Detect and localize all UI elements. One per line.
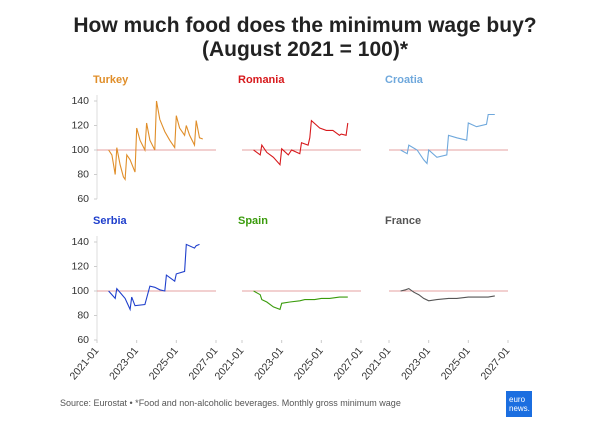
- series-line: [108, 100, 203, 182]
- x-tick-label: 2025-01: [292, 345, 326, 382]
- y-tick-label: 60: [77, 334, 89, 346]
- x-tick-label: 2023-01: [399, 345, 433, 382]
- y-tick-label: 60: [77, 193, 89, 205]
- panel-title: Serbia: [93, 215, 128, 227]
- x-tick-label: 2027-01: [478, 345, 512, 382]
- y-tick-label: 80: [77, 168, 89, 180]
- x-tick-label: 2025-01: [147, 345, 181, 382]
- series-line: [253, 290, 348, 311]
- y-tick-label: 140: [71, 236, 89, 248]
- x-tick-label: 2021-01: [359, 345, 393, 382]
- x-tick-label: 2027-01: [331, 345, 365, 382]
- panel-title: Spain: [238, 215, 268, 227]
- y-tick-label: 120: [71, 260, 89, 272]
- logo: euro news.: [506, 391, 532, 417]
- series-line: [108, 243, 200, 312]
- y-tick-label: 140: [71, 95, 89, 107]
- y-tick-label: 120: [71, 119, 89, 131]
- x-tick-label: 2023-01: [107, 345, 141, 382]
- panel-title: Romania: [238, 74, 285, 86]
- logo-text: news.: [509, 404, 530, 413]
- x-tick-label: 2025-01: [439, 345, 473, 382]
- y-tick-label: 100: [71, 285, 89, 297]
- x-tick-label: 2023-01: [252, 345, 286, 382]
- series-line: [400, 287, 495, 302]
- logo-text: euro: [509, 395, 526, 404]
- panel-title: Turkey: [93, 74, 129, 86]
- chart-title: How much food does the minimum wage buy?…: [73, 14, 537, 61]
- y-tick-label: 100: [71, 144, 89, 156]
- panel-title: Croatia: [385, 74, 424, 86]
- series-line: [253, 119, 349, 166]
- series-line: [400, 113, 495, 165]
- source-note: Source: Eurostat • *Food and non-alcohol…: [60, 398, 401, 408]
- panel-title: France: [385, 215, 421, 227]
- x-tick-label: 2021-01: [67, 345, 101, 382]
- y-tick-label: 80: [77, 309, 89, 321]
